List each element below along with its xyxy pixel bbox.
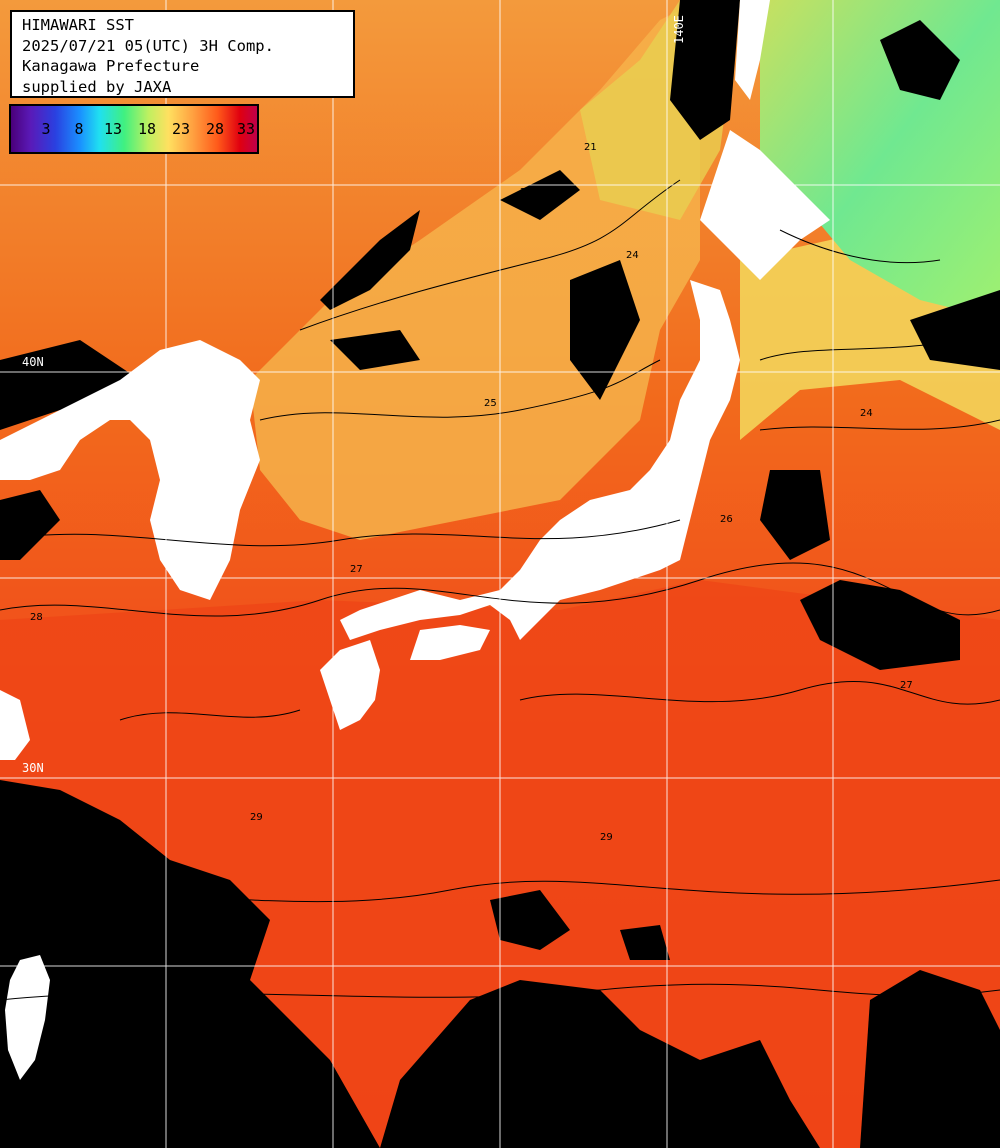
contour-label: 25 [484,398,497,409]
colorbar-tick: 23 [171,120,191,138]
contour-label: 24 [860,408,873,419]
land [0,0,830,1080]
colorbar-tick: 28 [205,120,225,138]
contour-label: 29 [600,832,613,843]
lat-label-40n: 40N [22,355,44,369]
colorbar-tick: 13 [103,120,123,138]
contour-label: 28 [30,612,43,623]
contour-label: 21 [584,142,597,153]
map-info-box: HIMAWARI SST 2025/07/21 05(UTC) 3H Comp.… [10,10,355,98]
contour-label: 29 [250,812,263,823]
colorbar-tick: 3 [41,120,51,138]
contour-label: 27 [350,564,363,575]
contour-value-labels: 21 23 24 25 26 27 28 27 29 29 24 [30,142,913,843]
contour-lines [0,179,1000,1001]
lon-label-140e: 140E [672,15,686,44]
colorbar-tick: 18 [137,120,157,138]
contour-label: 23 [520,187,533,198]
data-source: supplied by JAXA [22,77,172,96]
contour-label: 27 [900,680,913,691]
contour-label: 26 [720,514,733,525]
colorbar-tick: 8 [74,120,84,138]
colorbar-tick: 33 [236,120,256,138]
region-name: Kanagawa Prefecture [22,57,200,75]
timestamp: 2025/07/21 05(UTC) 3H Comp. [22,36,274,55]
graticule-labels: 40N 30N [22,355,44,775]
product-title: HIMAWARI SST [22,16,134,34]
temperature-colorbar: 3 8 13 18 23 28 33 [9,104,259,154]
lat-label-30n: 30N [22,761,44,775]
contour-label: 24 [626,250,639,261]
